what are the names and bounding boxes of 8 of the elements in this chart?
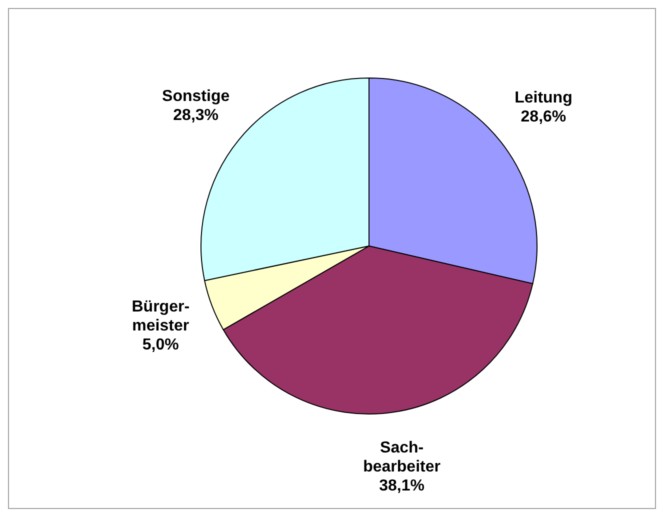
slice-label: Sach- bearbeiter xyxy=(363,439,440,476)
slice-label: Bürger- meister xyxy=(132,298,190,334)
slice-label: Sonstige xyxy=(162,87,230,104)
data-label: 28,3% xyxy=(173,106,219,124)
data-label: 28,6% xyxy=(520,108,566,126)
data-label: 5,0% xyxy=(142,336,179,353)
data-label: 38,1% xyxy=(379,477,424,494)
slice-label: Leitung xyxy=(514,89,572,106)
